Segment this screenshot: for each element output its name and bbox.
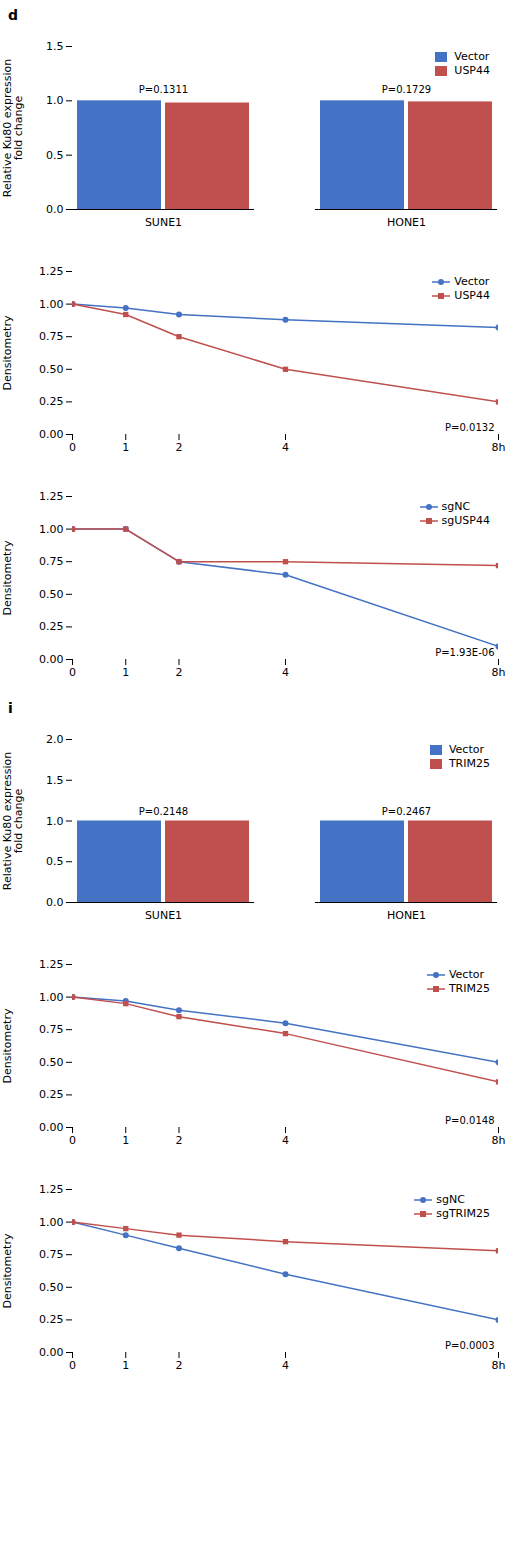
svg-text:8h: 8h bbox=[492, 1134, 506, 1147]
svg-text:1.25: 1.25 bbox=[39, 490, 64, 503]
svg-text:SUNE1: SUNE1 bbox=[145, 216, 182, 229]
html-text:USP44: USP44 bbox=[454, 64, 490, 77]
svg-text:1.00: 1.00 bbox=[39, 991, 64, 1004]
svg-text:Densitometry: Densitometry bbox=[1, 540, 14, 615]
svg-text:0.00: 0.00 bbox=[39, 1121, 64, 1134]
svg-text:P=0.1729: P=0.1729 bbox=[382, 84, 431, 95]
html-text:Vector: Vector bbox=[454, 50, 490, 63]
svg-text:1.00: 1.00 bbox=[39, 1216, 64, 1229]
svg-text:1.0: 1.0 bbox=[46, 94, 64, 107]
svg-text:Densitometry: Densitometry bbox=[1, 1008, 14, 1083]
svg-text:2: 2 bbox=[176, 1359, 183, 1372]
svg-text:Relative Ku80 expressionfold c: Relative Ku80 expressionfold change bbox=[1, 59, 25, 197]
svg-text:1: 1 bbox=[122, 1134, 129, 1147]
svg-text:HONE1: HONE1 bbox=[387, 909, 426, 922]
svg-text:0: 0 bbox=[69, 666, 76, 679]
svg-text:0.25: 0.25 bbox=[39, 1088, 64, 1101]
svg-text:0.75: 0.75 bbox=[39, 1023, 64, 1036]
html-text:USP44: USP44 bbox=[454, 289, 490, 302]
svg-text:P=0.2467: P=0.2467 bbox=[382, 806, 431, 817]
html-text:sgUSP44: sgUSP44 bbox=[441, 514, 490, 527]
svg-text:0.0: 0.0 bbox=[46, 896, 64, 909]
svg-text:1.5: 1.5 bbox=[46, 40, 64, 53]
svg-text:0.00: 0.00 bbox=[39, 1346, 64, 1359]
html-text:Vector: Vector bbox=[448, 968, 484, 981]
svg-text:0.25: 0.25 bbox=[39, 620, 64, 633]
svg-text:P=0.0132: P=0.0132 bbox=[445, 422, 494, 433]
html-text:TRIM25: TRIM25 bbox=[448, 757, 490, 770]
svg-text:0: 0 bbox=[69, 1134, 76, 1147]
svg-text:0.25: 0.25 bbox=[39, 395, 64, 408]
svg-text:0.50: 0.50 bbox=[39, 1281, 64, 1294]
svg-text:4: 4 bbox=[282, 1134, 289, 1147]
html-text:i: i bbox=[8, 700, 13, 716]
svg-text:1.25: 1.25 bbox=[39, 958, 64, 971]
svg-text:0: 0 bbox=[69, 441, 76, 454]
svg-text:1.25: 1.25 bbox=[39, 1183, 64, 1196]
svg-text:P=0.0003: P=0.0003 bbox=[445, 1340, 494, 1351]
html-text:Vector: Vector bbox=[448, 743, 484, 756]
svg-text:8h: 8h bbox=[492, 666, 506, 679]
svg-text:0.0: 0.0 bbox=[46, 203, 64, 216]
svg-text:1: 1 bbox=[122, 1359, 129, 1372]
html-text:sgNC: sgNC bbox=[441, 500, 471, 513]
svg-text:0: 0 bbox=[69, 1359, 76, 1372]
svg-text:0.50: 0.50 bbox=[39, 1056, 64, 1069]
svg-text:Relative Ku80 expressionfold c: Relative Ku80 expressionfold change bbox=[1, 752, 25, 890]
svg-text:8h: 8h bbox=[492, 441, 506, 454]
svg-text:SUNE1: SUNE1 bbox=[145, 909, 182, 922]
html-text:sgNC: sgNC bbox=[436, 1193, 465, 1206]
svg-text:P=0.0148: P=0.0148 bbox=[445, 1115, 494, 1126]
svg-text:P=0.1311: P=0.1311 bbox=[139, 84, 188, 95]
svg-text:4: 4 bbox=[282, 441, 289, 454]
html-text:d: d bbox=[8, 7, 18, 23]
svg-text:1: 1 bbox=[122, 441, 129, 454]
svg-text:HONE1: HONE1 bbox=[387, 216, 426, 229]
svg-text:0.75: 0.75 bbox=[39, 330, 64, 343]
svg-text:1.0: 1.0 bbox=[46, 815, 64, 828]
svg-text:2: 2 bbox=[176, 441, 183, 454]
svg-text:0.25: 0.25 bbox=[39, 1313, 64, 1326]
svg-text:8h: 8h bbox=[492, 1359, 506, 1372]
svg-text:2.0: 2.0 bbox=[46, 733, 64, 746]
svg-text:0.5: 0.5 bbox=[46, 855, 64, 868]
svg-text:2: 2 bbox=[176, 666, 183, 679]
svg-text:1.00: 1.00 bbox=[39, 523, 64, 536]
svg-text:0.75: 0.75 bbox=[39, 555, 64, 568]
svg-text:Densitometry: Densitometry bbox=[1, 1233, 14, 1308]
svg-text:4: 4 bbox=[282, 666, 289, 679]
svg-text:0.00: 0.00 bbox=[39, 653, 64, 666]
svg-text:P=1.93E-06: P=1.93E-06 bbox=[435, 647, 494, 658]
svg-text:0.50: 0.50 bbox=[39, 363, 64, 376]
html-text:Vector: Vector bbox=[454, 275, 490, 288]
html-text:sgTRIM25: sgTRIM25 bbox=[436, 1207, 490, 1220]
svg-text:0.5: 0.5 bbox=[46, 149, 64, 162]
svg-text:1.25: 1.25 bbox=[39, 265, 64, 278]
svg-text:4: 4 bbox=[282, 1359, 289, 1372]
svg-text:0.00: 0.00 bbox=[39, 428, 64, 441]
html-text:TRIM25: TRIM25 bbox=[448, 982, 490, 995]
svg-text:0.50: 0.50 bbox=[39, 588, 64, 601]
svg-text:1: 1 bbox=[122, 666, 129, 679]
svg-text:Densitometry: Densitometry bbox=[1, 315, 14, 390]
svg-text:1.00: 1.00 bbox=[39, 298, 64, 311]
svg-text:1.5: 1.5 bbox=[46, 774, 64, 787]
svg-text:P=0.2148: P=0.2148 bbox=[139, 806, 188, 817]
svg-text:2: 2 bbox=[176, 1134, 183, 1147]
svg-text:0.75: 0.75 bbox=[39, 1248, 64, 1261]
